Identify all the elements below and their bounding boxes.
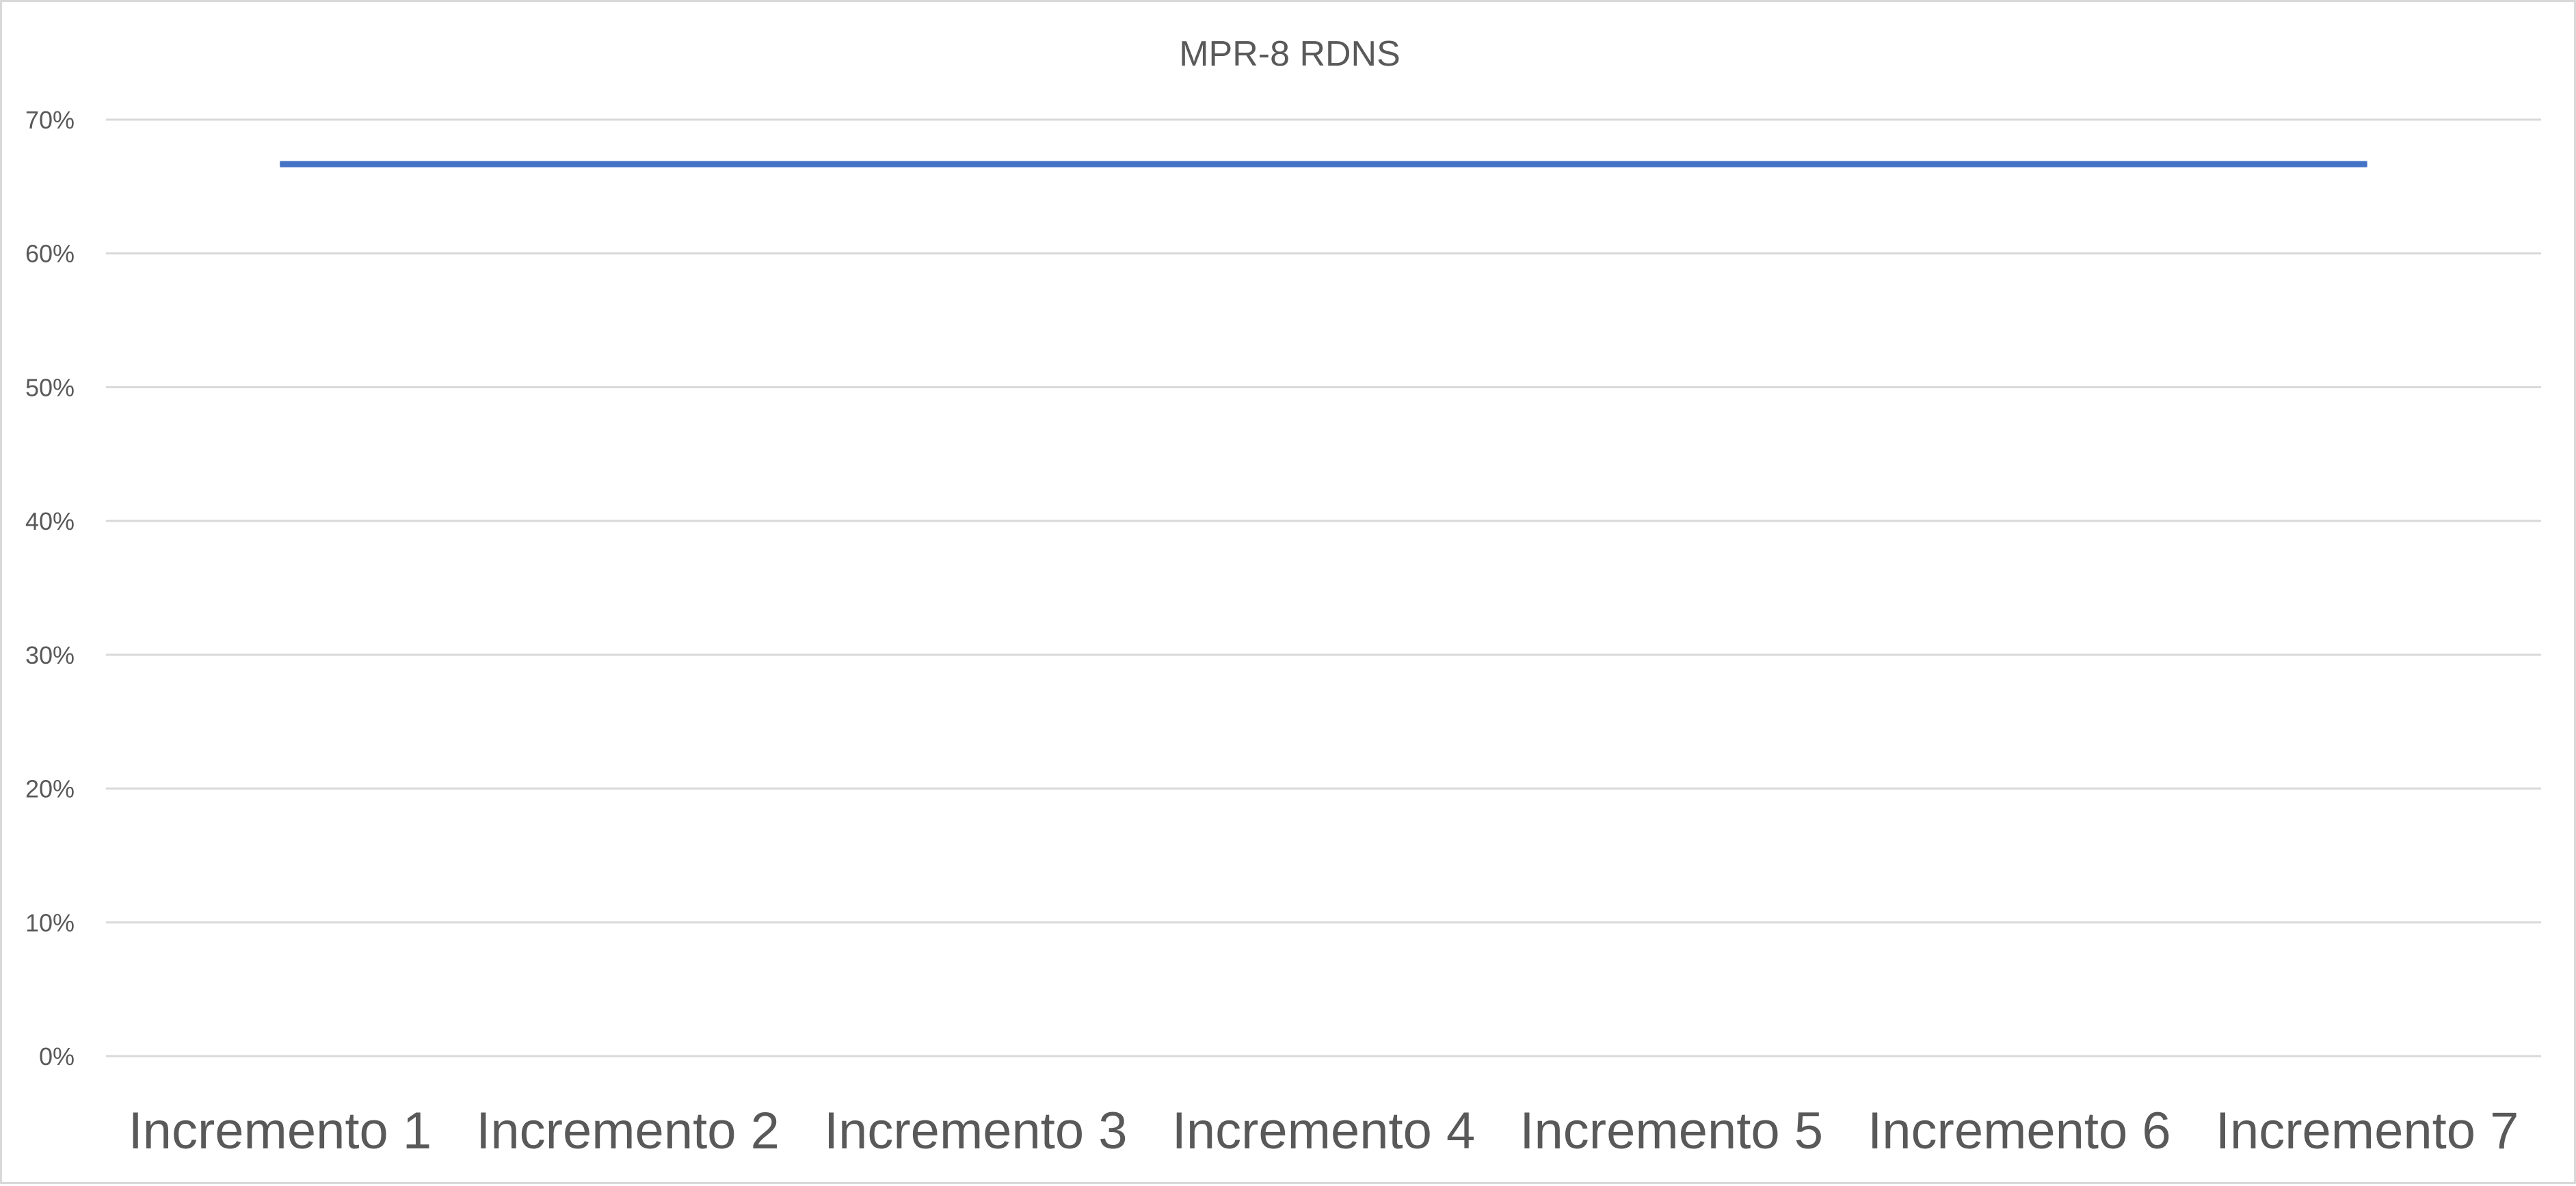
x-tick-label: Incremento 6: [1868, 1102, 2171, 1160]
y-tick-label: 60%: [25, 240, 75, 268]
x-axis-tick-labels: Incremento 1 Incremento 2 Incremento 3 Incr…: [129, 1102, 2519, 1160]
data-point: [1671, 163, 1672, 165]
series-lines: [279, 161, 2368, 167]
x-tick-label: Incremento 4: [1172, 1102, 1476, 1160]
data-point: [1323, 163, 1324, 165]
y-tick-label: 10%: [25, 908, 75, 936]
y-tick-label: 50%: [25, 373, 75, 401]
data-point: [975, 163, 977, 165]
gridlines: [106, 118, 2541, 1057]
y-axis-tick-labels: 0% 10% 20% 30% 40% 50% 60% 70%: [25, 106, 75, 1070]
x-tick-label: Incremento 2: [476, 1102, 780, 1160]
x-tick-label: Incremento 7: [2216, 1102, 2519, 1160]
y-tick-label: 30%: [25, 641, 75, 669]
chart-title: MPR-8 RDNS: [1179, 34, 1400, 74]
y-tick-label: 0%: [39, 1042, 75, 1070]
x-tick-label: Incremento 1: [129, 1102, 432, 1160]
y-tick-label: 70%: [25, 106, 75, 134]
x-tick-label: Incremento 3: [824, 1102, 1128, 1160]
y-tick-label: 40%: [25, 507, 75, 535]
x-tick-label: Incremento 5: [1519, 1102, 1823, 1160]
y-tick-label: 20%: [25, 775, 75, 803]
